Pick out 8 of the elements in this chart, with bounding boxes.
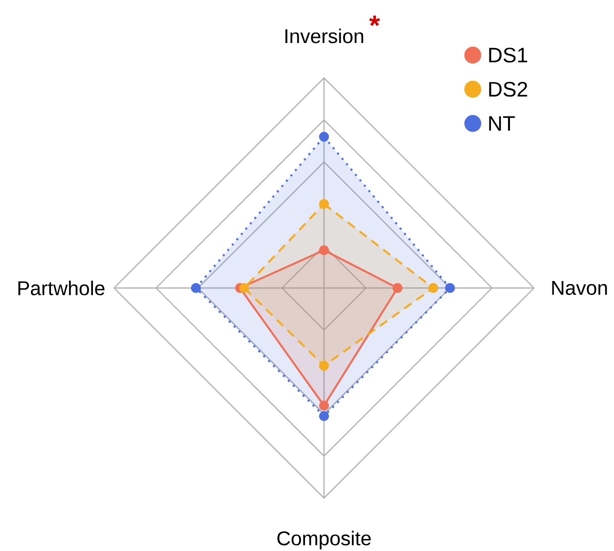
- spoke-label: Composite: [277, 530, 371, 550]
- spoke-label: Inversion: [285, 28, 364, 44]
- spoke-label: Partwhole: [18, 280, 104, 296]
- spoke-label: Navon: [552, 281, 607, 295]
- legend-label: DS2: [489, 82, 528, 97]
- legend-label: NT: [489, 116, 515, 131]
- legend-label: DS1: [489, 48, 528, 63]
- text: *: [369, 16, 380, 26]
